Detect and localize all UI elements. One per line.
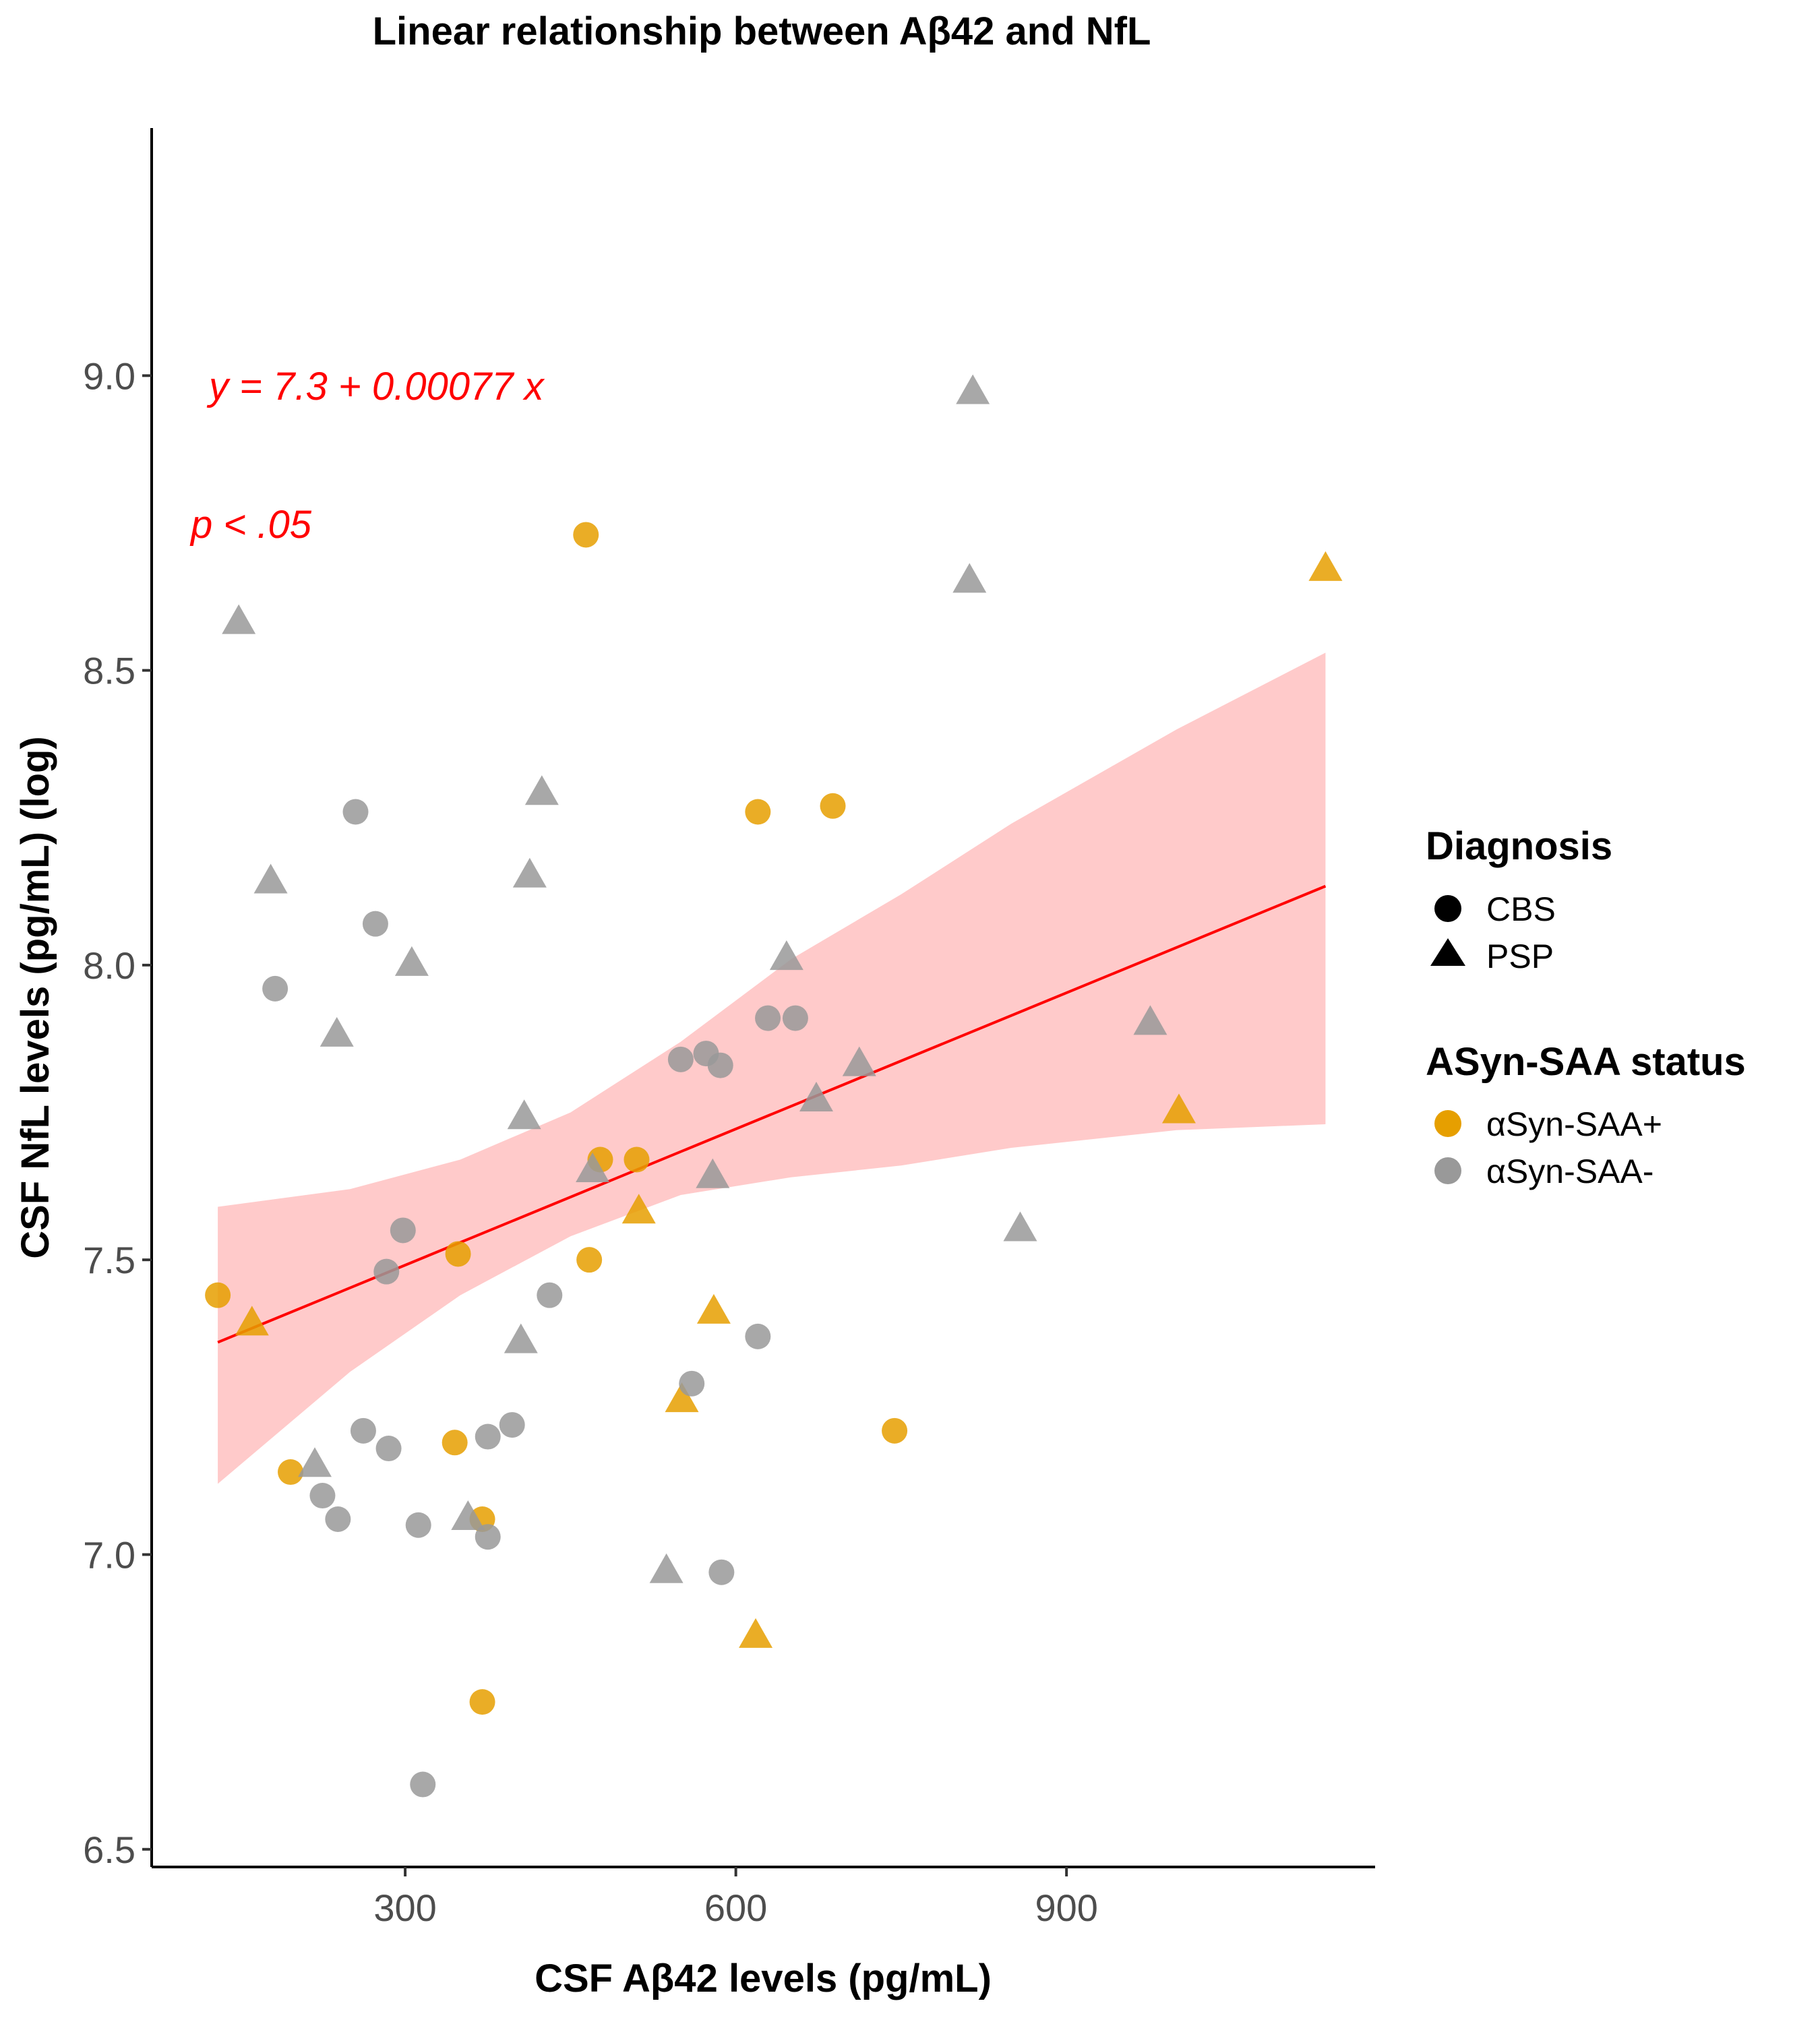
data-point-cbs bbox=[278, 1459, 304, 1485]
data-point-psp bbox=[507, 1099, 541, 1130]
data-point-psp bbox=[524, 775, 559, 805]
data-point-cbs bbox=[820, 793, 846, 819]
data-point-cbs bbox=[624, 1146, 650, 1173]
legend-cbs-circle-icon bbox=[1434, 895, 1461, 922]
data-point-cbs bbox=[205, 1282, 231, 1308]
data-point-cbs bbox=[499, 1412, 525, 1438]
data-point-cbs bbox=[405, 1512, 431, 1538]
legend-diagnosis-title: Diagnosis bbox=[1426, 824, 1612, 868]
data-point-psp bbox=[451, 1500, 485, 1530]
data-point-psp bbox=[696, 1293, 731, 1324]
data-point-cbs bbox=[442, 1430, 468, 1456]
data-point-cbs bbox=[707, 1052, 733, 1078]
regression-line bbox=[217, 884, 1327, 1344]
data-point-psp bbox=[842, 1046, 876, 1076]
data-point-psp bbox=[665, 1382, 699, 1413]
data-point-psp bbox=[320, 1016, 354, 1047]
y-tick-label: 7.0 bbox=[83, 1533, 135, 1576]
data-point-psp bbox=[1308, 551, 1343, 581]
data-point-psp bbox=[799, 1082, 833, 1112]
data-point-psp bbox=[696, 1158, 730, 1188]
legend-cbs-label: CBS bbox=[1486, 890, 1556, 928]
data-point-cbs bbox=[782, 1005, 808, 1031]
data-point-cbs bbox=[882, 1417, 908, 1444]
data-point-psp bbox=[769, 940, 803, 971]
data-point-psp bbox=[952, 563, 987, 593]
p-value-label: p < .05 bbox=[189, 503, 312, 547]
data-point-psp bbox=[739, 1618, 773, 1648]
data-point-cbs bbox=[475, 1423, 501, 1450]
data-point-cbs bbox=[390, 1217, 416, 1244]
legend-neg-label: αSyn-SAA- bbox=[1486, 1153, 1654, 1190]
x-tick-label: 300 bbox=[373, 1887, 436, 1929]
axis-ticks: 6.5 7.0 7.5 8.0 8.5 9.0 300 600 900 bbox=[83, 355, 1098, 1929]
data-point-cbs bbox=[262, 975, 289, 1002]
data-point-psp bbox=[1133, 1005, 1167, 1035]
legend: Diagnosis CBS PSP ASyn-SAA status αSyn-S… bbox=[1426, 824, 1746, 1190]
data-point-cbs bbox=[755, 1005, 781, 1031]
data-point-cbs bbox=[667, 1046, 694, 1072]
legend-pos-label: αSyn-SAA+ bbox=[1486, 1105, 1662, 1143]
y-tick-label: 6.5 bbox=[83, 1829, 135, 1871]
data-point-psp bbox=[298, 1447, 332, 1477]
data-point-cbs bbox=[475, 1524, 501, 1550]
data-point-cbs bbox=[708, 1559, 735, 1585]
data-point-psp bbox=[956, 374, 990, 404]
data-point-psp bbox=[649, 1553, 684, 1583]
data-point-cbs bbox=[537, 1282, 563, 1308]
data-point-cbs bbox=[350, 1417, 376, 1444]
legend-psp-triangle-icon bbox=[1430, 938, 1465, 966]
data-point-cbs bbox=[410, 1771, 436, 1798]
data-point-cbs bbox=[373, 1258, 400, 1285]
chart-title: Linear relationship between Aβ42 and NfL bbox=[373, 9, 1151, 53]
data-point-psp bbox=[621, 1194, 656, 1224]
data-point-cbs bbox=[375, 1436, 402, 1462]
legend-pos-circle-icon bbox=[1434, 1110, 1461, 1137]
data-point-cbs bbox=[445, 1241, 471, 1267]
plot-area bbox=[205, 374, 1343, 1798]
data-point-psp bbox=[1161, 1093, 1196, 1124]
legend-neg-circle-icon bbox=[1434, 1157, 1461, 1184]
x-axis-title: CSF Aβ42 levels (pg/mL) bbox=[535, 1957, 992, 2000]
data-point-cbs bbox=[576, 1247, 603, 1273]
data-point-psp bbox=[1003, 1211, 1037, 1242]
y-tick-label: 8.0 bbox=[83, 944, 135, 987]
data-point-cbs bbox=[342, 799, 369, 825]
data-point-psp bbox=[504, 1323, 538, 1353]
data-point-cbs bbox=[745, 799, 771, 825]
y-axis-title: CSF NfL levels (pg/mL) (log) bbox=[13, 736, 57, 1259]
data-point-psp bbox=[253, 863, 288, 894]
legend-status-title: ASyn-SAA status bbox=[1426, 1040, 1746, 1084]
data-point-cbs bbox=[679, 1370, 705, 1397]
data-point-cbs bbox=[309, 1483, 336, 1509]
data-point-psp bbox=[576, 1153, 610, 1182]
data-point-cbs bbox=[325, 1506, 351, 1532]
data-point-psp bbox=[512, 857, 547, 888]
y-tick-label: 7.5 bbox=[83, 1239, 135, 1281]
data-point-psp bbox=[394, 946, 429, 976]
y-tick-label: 8.5 bbox=[83, 650, 135, 692]
x-tick-label: 600 bbox=[704, 1887, 767, 1929]
data-point-psp bbox=[235, 1306, 269, 1336]
regression-equation: y = 7.3 + 0.00077 x bbox=[206, 365, 545, 408]
legend-psp-label: PSP bbox=[1486, 938, 1554, 975]
data-point-cbs bbox=[573, 522, 599, 548]
data-point-psp bbox=[222, 604, 256, 634]
confidence-band bbox=[218, 652, 1326, 1484]
data-point-cbs bbox=[469, 1689, 495, 1715]
data-point-cbs bbox=[745, 1323, 771, 1349]
data-point-cbs bbox=[362, 911, 388, 937]
x-tick-label: 900 bbox=[1035, 1887, 1097, 1929]
y-tick-label: 9.0 bbox=[83, 355, 135, 397]
